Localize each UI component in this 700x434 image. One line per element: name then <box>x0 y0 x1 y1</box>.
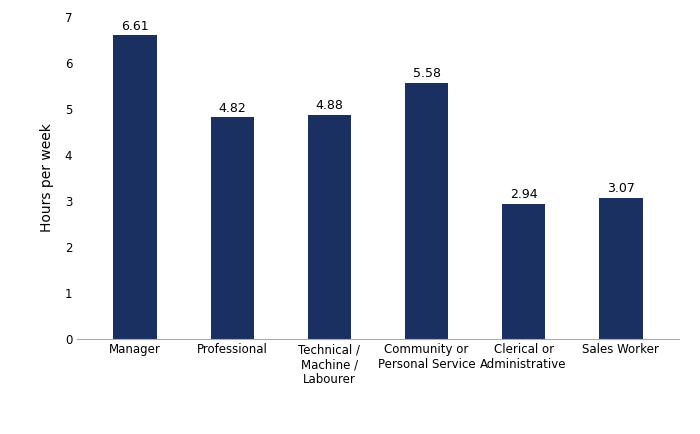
Bar <box>113 35 157 339</box>
Text: 3.07: 3.07 <box>607 182 635 195</box>
Bar <box>211 117 254 339</box>
Text: 5.58: 5.58 <box>412 67 440 80</box>
Text: 2.94: 2.94 <box>510 188 538 201</box>
Text: 6.61: 6.61 <box>121 20 149 33</box>
Bar <box>502 204 545 339</box>
Bar <box>599 197 643 339</box>
Y-axis label: Hours per week: Hours per week <box>39 124 53 232</box>
Bar <box>307 115 351 339</box>
Text: 4.88: 4.88 <box>316 99 344 112</box>
Bar <box>405 82 449 339</box>
Text: 4.82: 4.82 <box>218 102 246 115</box>
